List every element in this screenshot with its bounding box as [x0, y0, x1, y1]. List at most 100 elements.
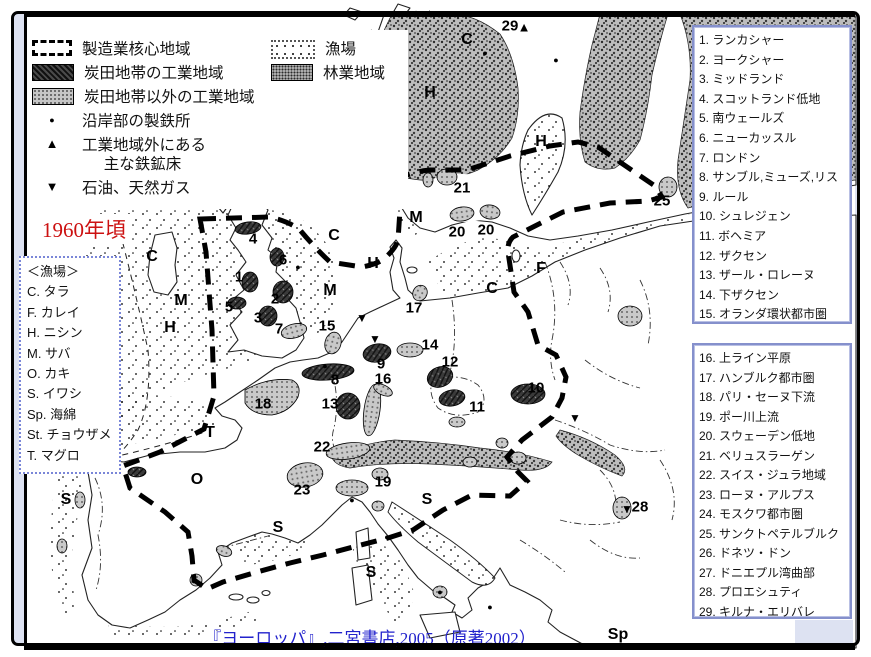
- region-list-item: 23. ローヌ・アルプス: [699, 487, 815, 502]
- map-label: O: [190, 471, 204, 488]
- map-label: 18: [254, 395, 272, 413]
- map-label: H: [535, 133, 547, 150]
- map-label: ●: [322, 361, 328, 371]
- map-label: ▼: [569, 411, 581, 425]
- region-list-item: 3. ミッドランド: [699, 72, 785, 87]
- fishery-entry: H. ニシン: [27, 325, 83, 341]
- map-label: 6: [278, 251, 288, 269]
- region-list-item: 12. ザクセン: [699, 248, 768, 263]
- legend-swatch-icon: [32, 40, 72, 56]
- map-label: 29: [501, 17, 519, 35]
- map-label: S: [272, 519, 284, 536]
- legend-swatch-icon: [32, 179, 72, 194]
- fishery-entry: Sp. 海綿: [27, 406, 77, 422]
- fishery-entry: F. カレイ: [27, 304, 80, 320]
- legend-swatch-icon: [271, 40, 315, 59]
- fishery-entry: T. マグロ: [27, 447, 80, 463]
- map-label: Sp: [607, 626, 629, 643]
- region-list-2: 16. 上ライン平原 17. ハンブルク都市圏 18. パリ・セーヌ下流 19.…: [692, 343, 852, 619]
- map-label: H: [164, 319, 176, 336]
- map-label: S: [60, 491, 72, 508]
- map-label: ●: [482, 48, 488, 58]
- region-list-item: 7. ロンドン: [699, 150, 761, 165]
- legend-item: 石油、天然ガス: [32, 179, 404, 199]
- region-list-item: 25. サンクトペテルブルク: [699, 526, 840, 541]
- map-label: 20: [448, 223, 466, 241]
- legend-swatch-icon: [32, 64, 74, 81]
- legend-item-label: 林業地域: [323, 65, 386, 82]
- map-label: 2: [270, 290, 280, 308]
- fishery-legend-box: ＜漁場＞ C. タラ F. カレイ H. ニシン M. サバ O. カキ S. …: [19, 256, 121, 475]
- map-label: 19: [374, 473, 392, 491]
- legend-item-label: 製造業核心地域: [82, 41, 191, 58]
- map-label: 5: [224, 298, 234, 316]
- map-label: 4: [248, 230, 258, 248]
- map-label: ▼: [621, 502, 633, 516]
- map-label: 12: [441, 353, 459, 371]
- region-list-1: 1. ランカシャー 2. ヨークシャー 3. ミッドランド 4. スコットランド…: [692, 25, 852, 324]
- fishery-box-title: ＜漁場＞: [27, 264, 80, 279]
- map-label: 25: [653, 192, 671, 210]
- map-label: 11: [469, 398, 485, 416]
- region-list-item: 10. シュレジェン: [699, 209, 791, 224]
- fishery-entry: St. チョウザメ: [27, 427, 112, 443]
- region-list-item: 2. ヨークシャー: [699, 52, 785, 67]
- region-list-item: 27. ドニエプル湾曲部: [699, 565, 816, 580]
- map-label: 8: [330, 371, 340, 389]
- region-list-item: 15. オランダ環状都市圏: [699, 307, 828, 322]
- region-list-item: 21. ベリュスラーゲン: [699, 448, 816, 463]
- legend-item: 沿岸部の製鉄所: [32, 112, 404, 132]
- map-label: C: [146, 248, 158, 265]
- region-list-item: 6. ニューカッスル: [699, 130, 797, 145]
- map-label: C: [486, 280, 498, 297]
- legend-swatch-icon: [32, 88, 74, 105]
- map-label: ▼: [356, 311, 368, 325]
- map-label: 10: [527, 379, 545, 397]
- map-label: M: [174, 292, 188, 309]
- map-label: ●: [553, 55, 559, 65]
- era-label: 1960年頃: [38, 214, 130, 244]
- map-label: ●: [295, 262, 301, 272]
- region-list-item: 19. ポー川上流: [699, 409, 780, 424]
- map-label: M: [409, 209, 423, 226]
- region-list-item: 13. ザール・ロレーヌ: [699, 268, 816, 283]
- legend-item-label: 炭田地帯の工業地域: [84, 65, 224, 82]
- legend-item: 炭田地帯の工業地域: [32, 64, 404, 84]
- region-list-item: 5. 南ウェールズ: [699, 111, 785, 126]
- legend-swatch-icon: [32, 112, 72, 127]
- fishery-entry: S. イワシ: [27, 386, 82, 402]
- map-label: H: [424, 84, 436, 101]
- region-list-item: 4. スコットランド低地: [699, 91, 821, 106]
- legend-item-label: 炭田地帯以外の工業地域: [84, 89, 255, 106]
- region-list-item: 9. ルール: [699, 189, 749, 204]
- map-label: F: [536, 260, 546, 277]
- legend-item-label: 沿岸部の製鉄所: [82, 113, 191, 130]
- map-label: 22: [313, 438, 331, 456]
- map-label: 21: [453, 179, 471, 197]
- legend-item-label: 漁場: [325, 41, 357, 58]
- legend-item-label: 工業地域外にある: [82, 137, 207, 154]
- legend-swatch-icon: [271, 64, 313, 81]
- legend-item: 林業地域: [271, 64, 401, 84]
- legend-swatch-icon: [32, 136, 72, 151]
- map-label: ●: [437, 587, 443, 597]
- map-label: ▲: [517, 19, 531, 35]
- region-list-item: 22. スイス・ジュラ地域: [699, 468, 826, 482]
- map-label: 1: [234, 268, 244, 286]
- map-label: ●: [487, 602, 493, 612]
- map-label: 9: [376, 355, 386, 373]
- map-label: 28: [631, 498, 649, 516]
- map-label: ●: [191, 576, 197, 586]
- map-legend: 製造業核心地域 炭田地帯の工業地域 炭田地帯以外の工業地域: [28, 30, 408, 209]
- fishery-entry: C. タラ: [27, 284, 70, 300]
- region-list-item: 11. ボヘミア: [699, 228, 767, 243]
- map-label: 3: [253, 309, 263, 327]
- coalfield-industrial-areas: [127, 221, 546, 478]
- map-label: ●: [349, 495, 355, 505]
- map-label: 13: [321, 395, 339, 413]
- legend-item: 漁場: [271, 40, 401, 60]
- region-list-item: 26. ドネツ・ドン: [699, 546, 792, 560]
- fishery-entry: O. カキ: [27, 366, 71, 382]
- other-industrial-areas: [56, 168, 678, 599]
